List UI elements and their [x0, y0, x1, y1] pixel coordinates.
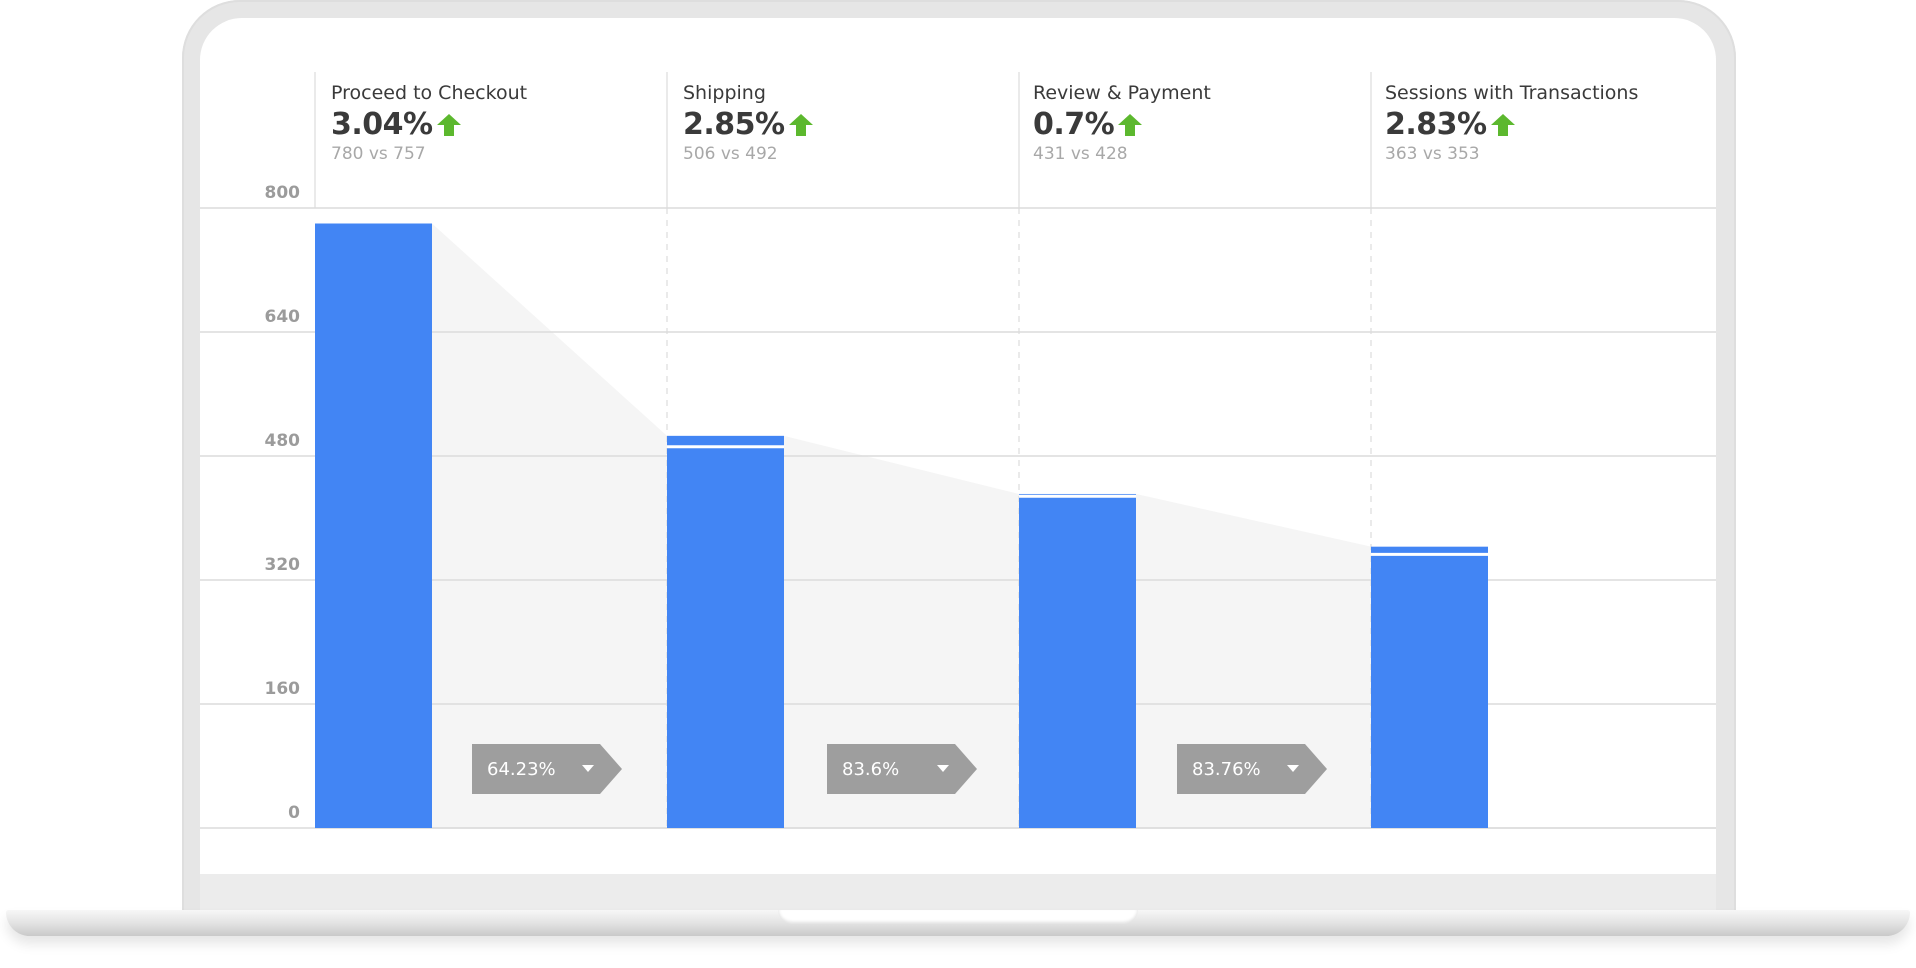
step-change-value: 2.85%	[683, 107, 785, 142]
conversion-rate-badge[interactable]: 83.6%	[827, 744, 977, 794]
arrow-up-icon	[436, 113, 461, 136]
badge-shape	[472, 744, 622, 794]
funnel-dropoff-area	[432, 223, 667, 828]
laptop-notch	[778, 910, 1138, 924]
step-header-review-payment: Review & Payment 0.7% 431 vs 428	[1033, 82, 1373, 164]
step-compare: 506 vs 492	[683, 144, 778, 164]
step-compare: 363 vs 353	[1385, 144, 1480, 164]
badge-shape	[1177, 744, 1327, 794]
laptop-screen: 0 160 320 480 640 800 Proceed to Checkout 3.0…	[200, 18, 1716, 874]
conversion-rate-label: 64.23%	[487, 758, 556, 780]
step-name: Sessions with Transactions	[1385, 82, 1639, 104]
y-tick-label: 800	[265, 183, 301, 203]
arrow-up-icon	[788, 113, 813, 136]
funnel-bar	[1371, 546, 1488, 828]
funnel-bar	[667, 435, 784, 828]
y-tick-label: 480	[265, 431, 301, 451]
step-change-value: 3.04%	[331, 107, 433, 142]
step-name: Shipping	[683, 82, 766, 104]
conversion-rate-label: 83.6%	[842, 758, 900, 780]
caret-down-icon	[937, 765, 949, 772]
conversion-rate-badge[interactable]: 83.76%	[1177, 744, 1327, 794]
conversion-rate-label: 83.76%	[1192, 758, 1261, 780]
conversion-rate-badge[interactable]: 64.23%	[472, 744, 622, 794]
arrow-up-icon	[1118, 113, 1143, 136]
arrow-up-icon	[1490, 113, 1515, 136]
step-header-shipping: Shipping 2.85% 506 vs 492	[683, 82, 1023, 164]
step-name: Proceed to Checkout	[331, 82, 528, 104]
step-header-sessions-with-transactions: Sessions with Transactions 2.83% 363 vs …	[1385, 82, 1716, 164]
step-change-value: 2.83%	[1385, 107, 1487, 142]
funnel-bar	[1019, 493, 1136, 828]
funnel-bar	[315, 223, 432, 828]
step-change-value: 0.7%	[1033, 107, 1115, 142]
step-compare: 431 vs 428	[1033, 144, 1128, 164]
step-compare: 780 vs 757	[331, 144, 426, 164]
step-header-proceed-to-checkout: Proceed to Checkout 3.04% 780 vs 757	[331, 82, 671, 164]
y-tick-label: 160	[265, 679, 301, 699]
caret-down-icon	[582, 765, 594, 772]
badge-shape	[827, 744, 977, 794]
y-tick-label: 640	[265, 307, 301, 327]
y-tick-label: 0	[288, 803, 300, 823]
y-tick-label: 320	[265, 555, 301, 575]
caret-down-icon	[1287, 765, 1299, 772]
step-name: Review & Payment	[1033, 82, 1211, 104]
funnel-dropoff-area	[784, 435, 1019, 828]
